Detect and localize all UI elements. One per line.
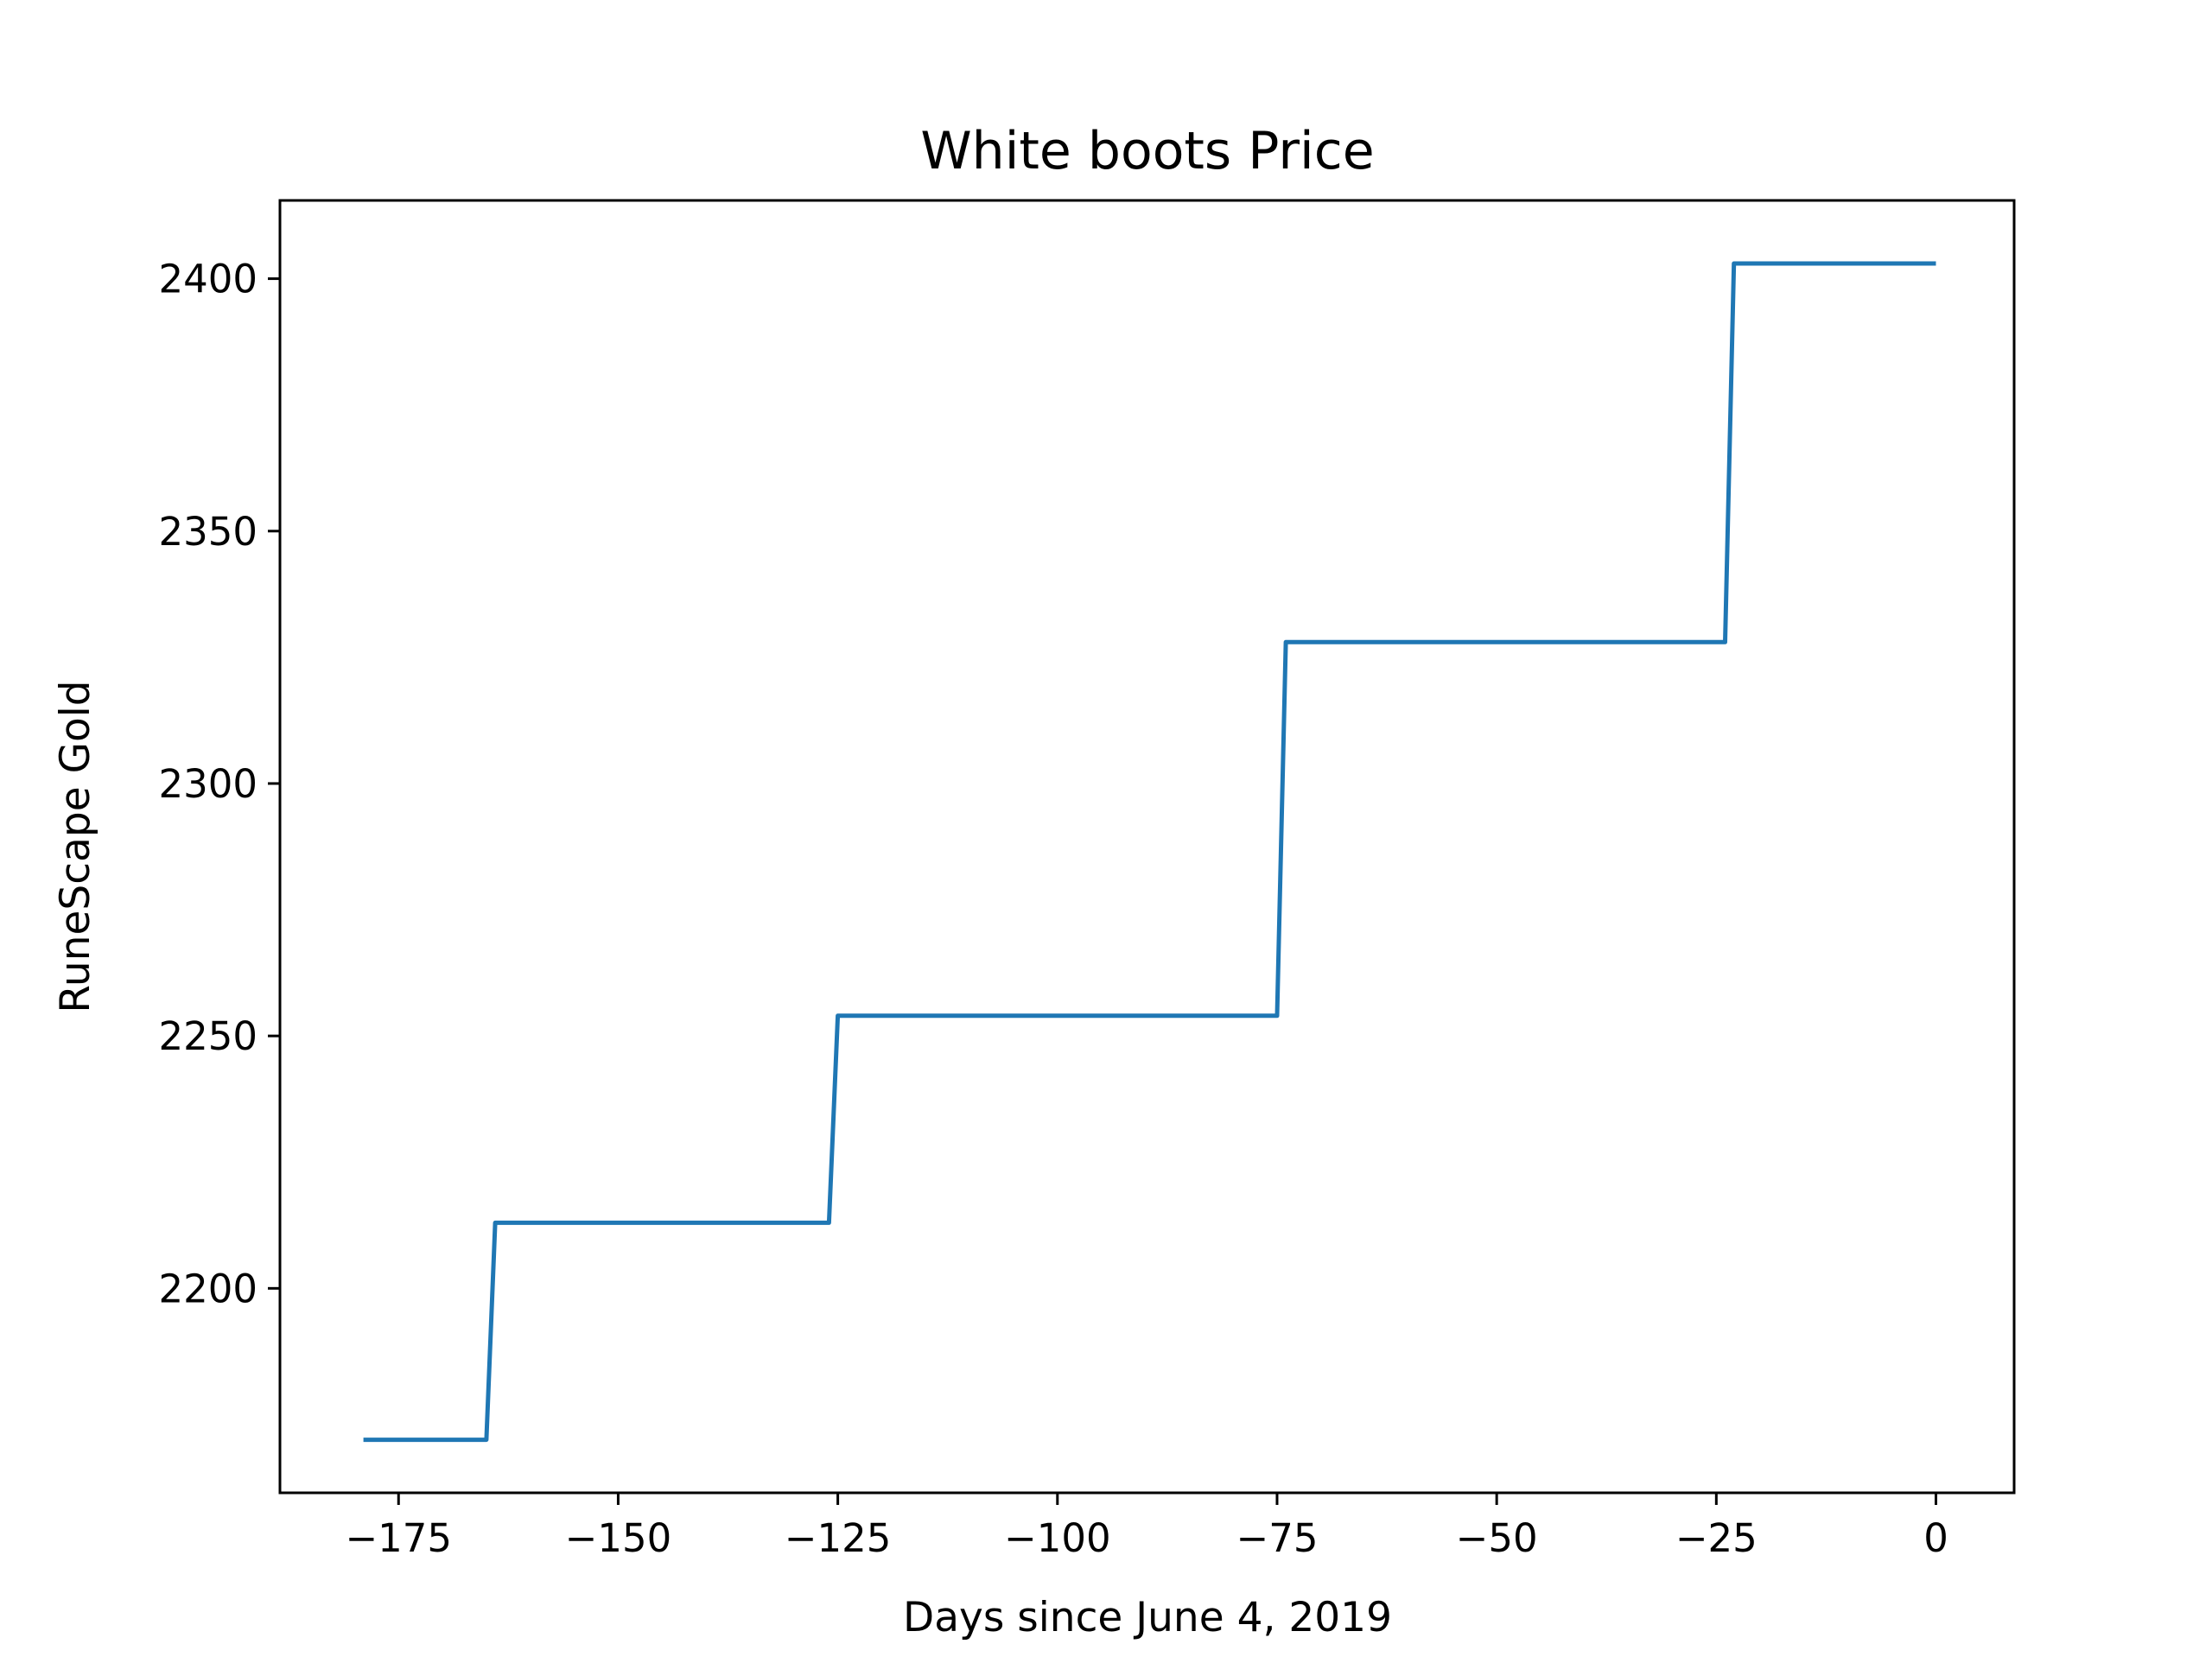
x-tick-label: −25 [1675, 1515, 1758, 1561]
x-tick-label: −175 [345, 1515, 452, 1561]
x-tick-label: −150 [565, 1515, 672, 1561]
y-tick-label: 2250 [158, 1013, 257, 1059]
x-axis-label: Days since June 4, 2019 [903, 1594, 1392, 1641]
y-tick-label: 2300 [158, 761, 257, 807]
x-axis: −175 −150 −125 −100 −75 −50 −25 0 [345, 1493, 1948, 1561]
y-axis-label: RuneScape Gold [52, 680, 99, 1012]
x-tick-label: −100 [1004, 1515, 1111, 1561]
y-tick-label: 2200 [158, 1266, 257, 1311]
x-tick-label: −125 [785, 1515, 892, 1561]
y-tick-label: 2400 [158, 257, 257, 302]
price-series-line [363, 261, 1936, 1443]
y-tick-label: 2350 [158, 509, 257, 555]
plot-frame [278, 199, 2016, 1495]
y-axis: 2200 2250 2300 2350 2400 [158, 257, 280, 1311]
x-tick-label: −50 [1456, 1515, 1538, 1561]
x-tick-label: 0 [1923, 1515, 1948, 1561]
plot-area [363, 261, 1936, 1443]
x-tick-label: −75 [1236, 1515, 1318, 1561]
chart-title: White boots Price [920, 121, 1374, 181]
